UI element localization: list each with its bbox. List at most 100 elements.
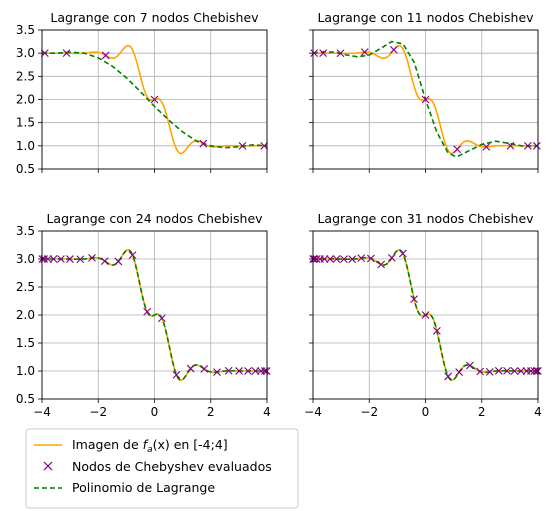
node-marker — [476, 367, 484, 376]
node-marker — [128, 251, 137, 260]
node-marker — [410, 295, 419, 304]
panel-title: Lagrange con 31 nodos Chebishev — [317, 211, 534, 226]
node-marker — [494, 366, 503, 375]
node-marker — [199, 139, 208, 148]
node-marker — [44, 255, 52, 263]
panel-31-nodes: −4 −2 0 2 4 Lagrange con 31 nodos Chebishev — [304, 211, 542, 419]
node-marker — [66, 255, 74, 263]
panel-11-nodes: Lagrange con 11 nodos Chebishev — [309, 10, 541, 173]
node-marker — [523, 141, 532, 150]
node-marker — [49, 255, 58, 263]
panel-24-nodes: −4 −2 0 2 4 0.5 1.0 1.5 2.0 2.5 3.0 3.5 Lagrange con… — [16, 211, 271, 419]
node-marker — [532, 367, 541, 375]
node-marker — [421, 311, 430, 319]
legend-label-poly: Polinomio de Lagrange — [72, 480, 215, 495]
legend-swatch-nodes — [43, 461, 53, 471]
x-tick-label: −2 — [360, 405, 378, 419]
x-tick-label: −2 — [89, 405, 107, 419]
node-marker — [172, 370, 181, 379]
node-marker — [485, 367, 494, 376]
node-marker — [482, 142, 491, 151]
node-marker — [389, 45, 398, 54]
node-marker — [360, 48, 369, 57]
node-marker — [257, 367, 265, 375]
node-marker — [432, 326, 441, 335]
node-marker — [76, 255, 85, 264]
x-tick-label: 2 — [478, 405, 486, 419]
y-tick-label: 1.5 — [16, 336, 35, 350]
node-marker — [340, 255, 348, 264]
node-marker — [530, 367, 539, 375]
node-marker — [213, 368, 221, 376]
y-tick-label: 0.5 — [16, 162, 35, 176]
node-marker — [101, 51, 110, 60]
node-marker — [224, 366, 233, 375]
node-marker — [348, 255, 357, 264]
x-tick-label: 4 — [263, 405, 271, 419]
node-marker — [510, 367, 519, 375]
node-marker — [517, 367, 525, 375]
node-marker — [316, 255, 324, 263]
legend: Imagen de fa(x) en [-4;4] Nodos de Cheby… — [25, 428, 299, 509]
panel-title: Lagrange con 11 nodos Chebishev — [317, 10, 534, 25]
node-marker — [532, 141, 541, 150]
node-marker — [357, 254, 366, 263]
node-marker — [235, 367, 243, 375]
node-marker — [40, 49, 49, 58]
node-marker — [200, 365, 209, 373]
node-marker — [506, 141, 515, 150]
node-marker — [260, 141, 269, 150]
node-marker — [398, 249, 407, 258]
y-tick-label: 3.5 — [16, 224, 35, 238]
node-marker — [421, 95, 430, 104]
legend-frame — [25, 428, 299, 509]
x-tick-label: 4 — [534, 405, 542, 419]
y-tick-label: 2.5 — [16, 280, 35, 294]
series-poly — [42, 249, 267, 381]
node-marker — [114, 257, 123, 266]
node-marker — [503, 366, 511, 375]
node-marker — [251, 367, 260, 375]
node-marker — [367, 254, 375, 263]
y-tick-label: 1.5 — [16, 116, 35, 130]
node-marker — [310, 49, 319, 58]
node-marker — [332, 255, 341, 263]
y-tick-label: 1.0 — [16, 364, 35, 378]
y-tick-label: 1.0 — [16, 139, 35, 153]
panel-title: Lagrange con 24 nodos Chebishev — [46, 211, 263, 226]
node-marker — [319, 49, 328, 58]
y-tick-label: 0.5 — [16, 392, 35, 406]
node-marker — [100, 257, 109, 265]
node-marker — [186, 364, 195, 373]
y-tick-label: 2.0 — [16, 308, 35, 322]
y-tick-label: 2.0 — [16, 93, 35, 107]
x-tick-label: 2 — [207, 405, 215, 419]
node-marker — [455, 368, 464, 376]
node-marker — [453, 145, 462, 154]
panel-7-nodes: 0.5 1.0 1.5 2.0 2.5 3.0 3.5 Lagrange con 7 nodo… — [16, 10, 269, 176]
y-tick-label: 3.5 — [16, 23, 35, 37]
x-tick-label: 0 — [422, 405, 430, 419]
node-marker — [522, 367, 531, 375]
node-marker — [238, 141, 247, 150]
x-tick-label: −4 — [33, 405, 51, 419]
panel-title: Lagrange con 7 nodos Chebishev — [50, 10, 259, 25]
y-tick-label: 3.0 — [16, 46, 35, 60]
x-tick-label: 0 — [151, 405, 159, 419]
legend-label-nodes: Nodos de Chebyshev evaluados — [72, 459, 272, 474]
node-marker — [150, 95, 159, 104]
node-marker — [387, 254, 396, 262]
node-marker — [62, 49, 71, 58]
node-marker — [244, 367, 252, 375]
y-tick-label: 3.0 — [16, 252, 35, 266]
node-marker — [465, 361, 474, 370]
node-marker — [312, 255, 321, 263]
node-marker — [88, 254, 96, 262]
y-tick-label: 2.5 — [16, 69, 35, 83]
series-poly — [42, 51, 267, 149]
legend-label-func: Imagen de fa(x) en [-4;4] — [72, 437, 228, 455]
node-marker — [157, 314, 166, 323]
node-marker — [444, 372, 453, 381]
node-marker — [336, 49, 345, 58]
